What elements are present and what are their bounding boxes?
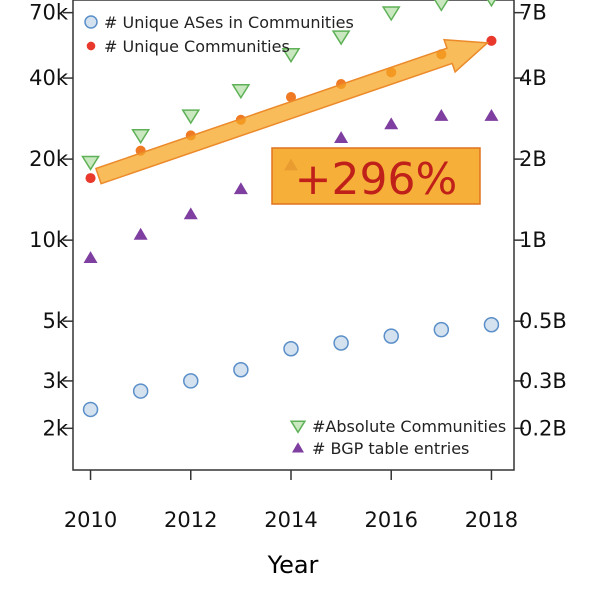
- data-point-s3-2012: [183, 207, 198, 220]
- legend-top-left: # Unique ASes in Communities # Unique Com…: [84, 13, 354, 56]
- data-point-s0-2012: [183, 373, 199, 389]
- data-point-s3-2016: [384, 117, 399, 130]
- data-point-s2-2018: [486, 0, 496, 8]
- callout-arrow: [94, 38, 490, 185]
- data-point-s3-2010: [83, 251, 98, 264]
- x-tick-label-2010: 2010: [64, 508, 117, 532]
- legend-marker-s2: [289, 420, 307, 434]
- y-right-tick-label-200000000: 0.2B: [519, 416, 567, 440]
- x-tick-label-2016: 2016: [364, 508, 417, 532]
- data-point-s1-2014: [285, 92, 297, 103]
- legend-marker-s3: [292, 442, 304, 453]
- data-point-s0-2010: [82, 401, 99, 418]
- legend-marker-s1: [86, 41, 96, 51]
- data-point-s2-2015: [331, 30, 351, 46]
- data-point-s0-2013: [233, 362, 249, 378]
- x-tick-label-2014: 2014: [264, 508, 317, 532]
- legend-marker-s0: [84, 15, 98, 29]
- data-point-s2-2016: [381, 6, 401, 22]
- data-point-s2-2017: [433, 0, 449, 12]
- x-tick-label-2018: 2018: [465, 508, 518, 532]
- data-point-s3-2018: [484, 109, 499, 121]
- y-right-tick-label-7000000000: 7B: [519, 1, 547, 25]
- data-point-s1-2010: [85, 173, 96, 184]
- data-point-s0-2011: [132, 383, 149, 399]
- data-point-s0-2016: [383, 328, 399, 344]
- data-point-s1-2018: [486, 35, 497, 46]
- legend-label-s0: # Unique ASes in Communities: [104, 13, 354, 32]
- y-left-tick-label-70000: 70k: [29, 1, 69, 25]
- data-point-s3-2015: [334, 131, 349, 144]
- y-right-tick-label-300000000: 0.3B: [519, 369, 567, 393]
- y-right-tick-label-1000000000: 1B: [519, 228, 547, 252]
- legend-label-s1: # Unique Communities: [104, 37, 290, 56]
- x-tick-label-2012: 2012: [164, 508, 217, 532]
- legend-bottom-right: #Absolute Communities # BGP table entries: [289, 417, 506, 458]
- data-point-s0-2015: [333, 335, 349, 351]
- data-point-s0-2018: [483, 316, 500, 333]
- data-point-s3-2017: [434, 109, 449, 121]
- callout-box: [271, 147, 481, 205]
- data-point-s2-2013: [231, 84, 251, 100]
- axes: 2010 2012 2014 2016 2018 2k 3k 5k 10k 20k 40k 70k 0.…: [29, 1, 567, 532]
- y-left-tick-label-40000: 40k: [29, 66, 69, 90]
- data-point-s2-2010: [81, 155, 100, 171]
- y-left-tick-label-5000: 5k: [42, 309, 68, 333]
- y-right-tick-label-4000000000: 4B: [519, 66, 547, 90]
- plot-frame: [72, 0, 515, 471]
- callout-text: +296%: [295, 154, 458, 205]
- data-point-s0-2017: [433, 321, 450, 338]
- y-left-tick-label-20000: 20k: [29, 147, 69, 171]
- data-point-s2-2012: [181, 109, 201, 125]
- legend-label-s3: # BGP table entries: [312, 439, 469, 458]
- y-left-tick-label-2000: 2k: [42, 416, 68, 440]
- data-point-s3-2013: [233, 182, 248, 195]
- data-point-s2-2011: [131, 129, 151, 145]
- data-point-s2-2014: [281, 47, 301, 64]
- data-point-s3-2011: [133, 227, 148, 240]
- y-right-tick-label-2000000000: 2B: [519, 147, 547, 171]
- x-axis-title: Year: [267, 551, 319, 579]
- y-left-tick-label-3000: 3k: [42, 369, 68, 393]
- y-left-tick-label-10000: 10k: [29, 228, 69, 252]
- legend-label-s2: #Absolute Communities: [312, 417, 506, 436]
- data-point-s0-2014: [283, 340, 299, 357]
- growth-arrow-callout: +296%: [94, 38, 490, 205]
- y-right-tick-label-500000000: 0.5B: [519, 309, 567, 333]
